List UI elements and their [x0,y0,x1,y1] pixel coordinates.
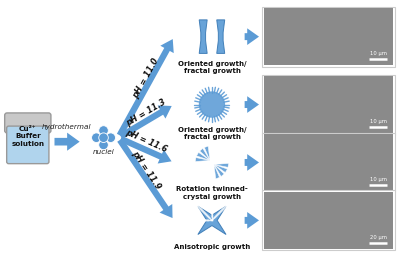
FancyBboxPatch shape [264,134,393,191]
Text: Rotation twinned-
crystal growth: Rotation twinned- crystal growth [176,186,248,200]
Text: nuclei: nuclei [93,150,114,155]
Circle shape [106,133,116,143]
Text: Cu²⁺
Buffer
solution: Cu²⁺ Buffer solution [11,126,44,147]
FancyBboxPatch shape [262,75,395,134]
FancyBboxPatch shape [264,8,393,65]
Circle shape [99,140,108,150]
Polygon shape [214,164,224,176]
Text: Oriented growth/
fractal growth: Oriented growth/ fractal growth [178,126,246,140]
FancyBboxPatch shape [262,133,395,192]
Polygon shape [196,153,210,161]
Polygon shape [214,164,227,172]
Text: Oriented growth/
fractal growth: Oriented growth/ fractal growth [178,61,246,74]
Text: 10 μm: 10 μm [370,119,387,124]
Polygon shape [204,146,210,161]
FancyBboxPatch shape [5,113,51,133]
Text: pH = 11.6: pH = 11.6 [124,128,168,154]
Polygon shape [214,164,220,179]
Text: pH = 11.3: pH = 11.3 [125,97,168,128]
Polygon shape [198,206,226,235]
Circle shape [92,133,101,143]
FancyBboxPatch shape [264,192,393,249]
FancyBboxPatch shape [7,126,49,164]
Text: 20 μm: 20 μm [370,235,387,240]
FancyBboxPatch shape [262,7,395,67]
Polygon shape [200,148,210,161]
Text: pH = 11.0: pH = 11.0 [132,57,161,100]
Circle shape [99,126,108,135]
FancyBboxPatch shape [262,190,395,250]
Text: 10 μm: 10 μm [370,177,387,182]
Text: Anisotropic growth: Anisotropic growth [174,244,250,250]
Polygon shape [214,163,229,167]
Text: hydrothermal: hydrothermal [42,123,91,130]
Text: pH = 11.9: pH = 11.9 [130,149,162,191]
FancyBboxPatch shape [264,76,393,133]
Polygon shape [199,20,207,54]
Text: 10 μm: 10 μm [370,51,387,56]
Polygon shape [217,20,225,54]
Polygon shape [195,158,210,162]
Circle shape [199,91,225,118]
Circle shape [99,133,108,143]
